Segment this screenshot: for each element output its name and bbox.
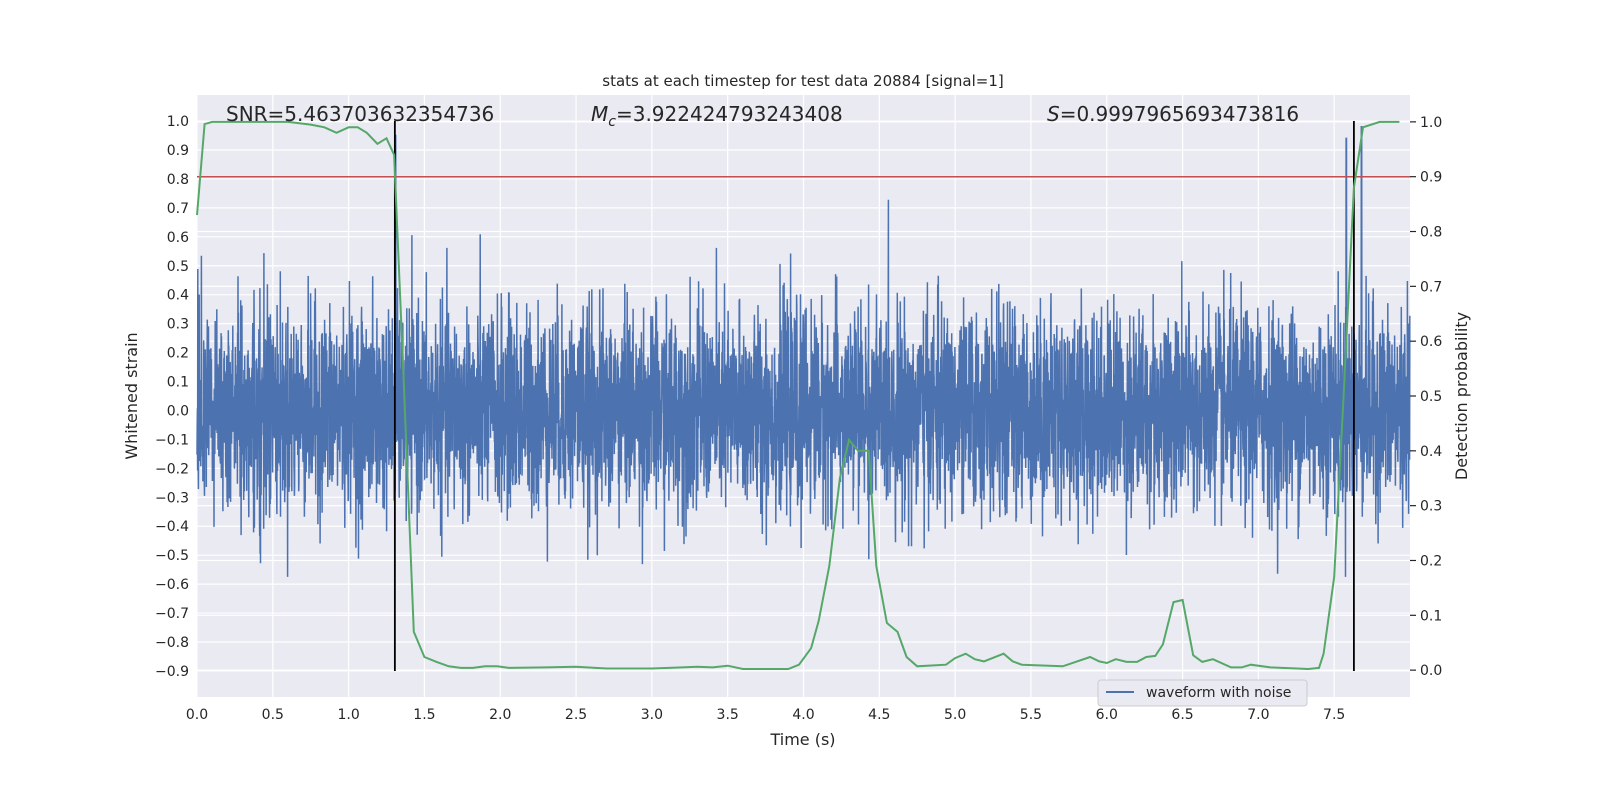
y-tick-label-left: 0.1 <box>167 375 189 391</box>
x-tick-label: 2.0 <box>489 707 511 723</box>
y-tick-label-left: 1.0 <box>167 114 189 130</box>
y-tick-label-left: −0.2 <box>155 461 189 477</box>
x-tick-label: 7.5 <box>1323 707 1345 723</box>
axis-ticks: 0.0 0.5 1.0 1.5 2.0 2.5 3.0 3.5 4.0 4.5 5.0 5.5 6.0 6… <box>155 114 1442 723</box>
x-tick-label: 6.5 <box>1171 707 1193 723</box>
x-tick-label: 6.0 <box>1096 707 1118 723</box>
x-tick-label: 0.0 <box>186 707 208 723</box>
y-tick-label-left: 0.2 <box>167 346 189 362</box>
y-tick-label-right: 0.5 <box>1420 389 1442 405</box>
y-tick-label-right: 1.0 <box>1420 115 1442 131</box>
y-tick-label-left: 0.4 <box>167 288 189 304</box>
y-tick-label-right: 0.6 <box>1420 334 1442 350</box>
y-tick-label-left: −0.8 <box>155 635 189 651</box>
y-tick-label-right: 0.3 <box>1420 499 1442 515</box>
y-tick-label-right: 0.8 <box>1420 225 1442 241</box>
legend-label-waveform: waveform with noise <box>1146 685 1291 701</box>
x-tick-label: 3.5 <box>717 707 739 723</box>
x-tick-label: 4.0 <box>792 707 814 723</box>
x-tick-label: 1.0 <box>337 707 359 723</box>
y-tick-label-left: 0.5 <box>167 259 189 275</box>
x-tick-label: 2.5 <box>565 707 587 723</box>
probability-line <box>196 120 1400 671</box>
overlay-lines <box>196 120 1410 671</box>
y-tick-label-left: 0.7 <box>167 201 189 217</box>
y-tick-label-left: −0.6 <box>155 577 189 593</box>
x-tick-label: 5.5 <box>1020 707 1042 723</box>
x-tick-label: 7.0 <box>1247 707 1269 723</box>
y-tick-label-left: −0.1 <box>155 432 189 448</box>
y-tick-label-left: −0.9 <box>155 664 189 680</box>
y-tick-label-right: 0.2 <box>1420 553 1442 569</box>
y-tick-label-left: −0.3 <box>155 490 189 506</box>
x-axis-label: Time (s) <box>769 730 835 749</box>
waveform-line <box>196 126 1411 577</box>
y-tick-label-left: −0.5 <box>155 548 189 564</box>
y-tick-label-right: 0.4 <box>1420 444 1442 460</box>
x-tick-label: 3.0 <box>641 707 663 723</box>
x-tick-label: 5.0 <box>944 707 966 723</box>
legend[interactable]: waveform with noise <box>1097 679 1308 707</box>
x-tick-label: 1.5 <box>413 707 435 723</box>
annotation-mc: Mc=3.922424793243408 <box>591 102 843 130</box>
x-tick-label: 0.5 <box>262 707 284 723</box>
y-tick-label-left: 0.0 <box>167 403 189 419</box>
y-tick-label-left: 0.8 <box>167 172 189 188</box>
y-tick-label-right: 0.9 <box>1420 170 1442 186</box>
x-tick-label: 4.5 <box>868 707 890 723</box>
y-tick-label-left: −0.4 <box>155 519 189 535</box>
y-tick-label-right: 0.1 <box>1420 608 1442 624</box>
annotation-snr: SNR=5.463703632354736 <box>226 102 494 126</box>
chart-title: stats at each timestep for test data 208… <box>602 72 1003 90</box>
y-tick-label-left: 0.9 <box>167 143 189 159</box>
y-tick-label-left: 0.6 <box>167 230 189 246</box>
y-axis-label-left: Whitened strain <box>122 332 141 459</box>
y-tick-label-right: 0.0 <box>1420 663 1442 679</box>
y-tick-label-left: 0.3 <box>167 317 189 333</box>
y-tick-label-left: −0.7 <box>155 606 189 622</box>
legend-box <box>1097 679 1308 707</box>
annotation-s: S=0.9997965693473816 <box>1047 102 1299 126</box>
waveform-series <box>196 126 1411 577</box>
y-axis-label-right: Detection probability <box>1452 312 1471 480</box>
y-tick-label-right: 0.7 <box>1420 279 1442 295</box>
